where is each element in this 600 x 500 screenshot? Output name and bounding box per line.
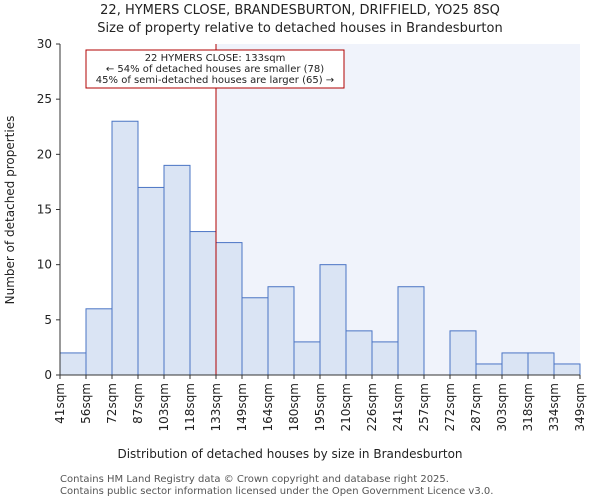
x-tick-label-334sqm: 334sqm [547, 383, 561, 431]
x-tick-label-210sqm: 210sqm [339, 383, 353, 431]
footer-line-1: Contains HM Land Registry data © Crown c… [60, 474, 449, 485]
bar-41sqm [59, 352, 87, 376]
x-tick-label-72sqm: 72sqm [105, 383, 119, 424]
x-tick-label-87sqm: 87sqm [131, 383, 145, 424]
chart-title: 22, HYMERS CLOSE, BRANDESBURTON, DRIFFIE… [100, 3, 500, 18]
bar-226sqm [371, 341, 399, 376]
y-tick-label-15: 15 [37, 203, 52, 217]
bar-56sqm [85, 308, 113, 376]
x-tick-label-164sqm: 164sqm [261, 383, 275, 431]
x-tick-label-56sqm: 56sqm [79, 383, 93, 424]
annotation-line-1: 22 HYMERS CLOSE: 133sqm [145, 53, 286, 64]
x-tick-label-103sqm: 103sqm [157, 383, 171, 431]
x-tick-label-257sqm: 257sqm [417, 383, 431, 431]
bar-72sqm [111, 120, 139, 376]
y-tick-label-20: 20 [37, 147, 52, 161]
x-tick-label-180sqm: 180sqm [287, 383, 301, 431]
bar-87sqm [137, 186, 165, 376]
bar-118sqm [189, 231, 217, 376]
x-tick-label-118sqm: 118sqm [183, 383, 197, 431]
bar-149sqm [241, 297, 269, 376]
x-ticks-group: 41sqm 56sqm 72sqm 87sqm 103sqm 118sqm 133sqm 14… [53, 375, 587, 431]
x-tick-label-226sqm: 226sqm [365, 383, 379, 431]
footer-line-2: Contains public sector information licen… [60, 486, 493, 497]
annotation-frame [85, 49, 345, 89]
bar-272sqm [449, 330, 477, 376]
x-axis-label: Distribution of detached houses by size … [117, 447, 462, 461]
x-tick-label-303sqm: 303sqm [495, 383, 509, 431]
bar-241sqm [397, 286, 425, 376]
x-tick-label-241sqm: 241sqm [391, 383, 405, 431]
x-tick-label-195sqm: 195sqm [313, 383, 327, 431]
annotation-line-2: ← 54% of detached houses are smaller (78… [106, 64, 324, 75]
y-tick-label-10: 10 [37, 258, 52, 272]
bar-334sqm [553, 363, 581, 376]
x-tick-label-318sqm: 318sqm [521, 383, 535, 431]
y-tick-label-5: 5 [44, 313, 52, 327]
y-tick-label-25: 25 [37, 92, 52, 106]
bars-group [59, 120, 581, 376]
bar-287sqm [475, 363, 503, 376]
x-tick-label-149sqm: 149sqm [235, 383, 249, 431]
x-tick-label-287sqm: 287sqm [469, 383, 483, 431]
y-axis-label: Number of detached properties [3, 116, 17, 305]
chart-subtitle: Size of property relative to detached ho… [97, 21, 502, 36]
x-tick-label-133sqm: 133sqm [209, 383, 223, 431]
x-tick-label-349sqm: 349sqm [573, 383, 587, 431]
x-tick-label-272sqm: 272sqm [443, 383, 457, 431]
bar-103sqm [163, 164, 191, 376]
bar-133sqm [215, 242, 243, 376]
bar-195sqm [319, 264, 347, 376]
annotation-box: 22 HYMERS CLOSE: 133sqm ← 54% of detache… [85, 49, 345, 89]
y-tick-label-30: 30 [37, 37, 52, 51]
x-tick-label-41sqm: 41sqm [53, 383, 67, 424]
bar-164sqm [267, 286, 295, 376]
bar-303sqm [501, 352, 529, 376]
bar-210sqm [345, 330, 373, 376]
bar-318sqm [527, 352, 555, 376]
y-tick-label-0: 0 [44, 368, 52, 382]
y-ticks-group: 0 5 10 15 20 25 30 [37, 37, 60, 382]
bar-180sqm [293, 341, 321, 376]
annotation-line-3: 45% of semi-detached houses are larger (… [96, 75, 334, 86]
